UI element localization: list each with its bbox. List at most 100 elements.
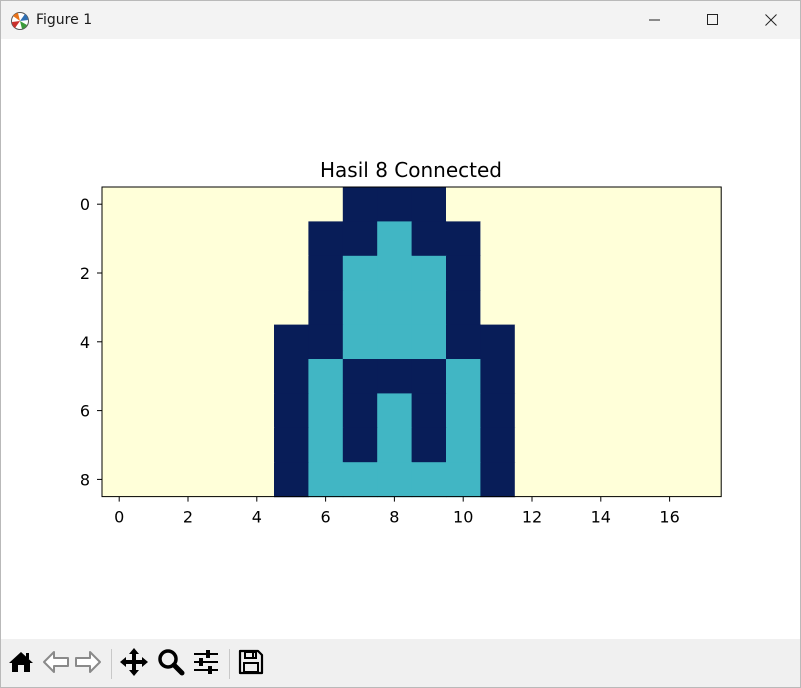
heatmap-cell	[342, 462, 378, 498]
heatmap-cell	[377, 187, 413, 222]
heatmap-cell	[446, 187, 481, 222]
title-bar[interactable]: Figure 1	[1, 1, 800, 39]
heatmap-cell	[342, 427, 378, 463]
close-icon	[765, 14, 777, 26]
heatmap-cell	[686, 359, 722, 394]
heatmap-cell	[514, 359, 550, 394]
navigation-toolbar	[1, 639, 800, 687]
heatmap-cell	[652, 427, 688, 463]
minimize-button[interactable]	[626, 1, 684, 39]
heatmap-cell	[480, 221, 516, 257]
heatmap-cell	[274, 393, 309, 429]
heatmap-cell	[136, 324, 172, 360]
heatmap-cell	[205, 290, 241, 326]
heatmap-cell	[170, 221, 206, 257]
heatmap-cell	[239, 255, 275, 291]
heatmap-cell	[102, 187, 137, 222]
heatmap-cell	[377, 324, 413, 360]
matplotlib-icon	[10, 11, 30, 31]
save-button[interactable]	[236, 649, 266, 679]
heatmap-cell	[239, 427, 275, 463]
heatmap-cell	[308, 324, 344, 360]
heatmap-cell	[583, 393, 619, 429]
heatmap-cell	[446, 221, 481, 257]
maximize-button[interactable]	[684, 1, 742, 39]
heatmap-cell	[411, 427, 447, 463]
heatmap-cell	[411, 462, 447, 498]
heatmap-cell	[377, 427, 413, 463]
heatmap-cell	[239, 187, 275, 222]
heatmap-cell	[686, 462, 722, 498]
zoom-button[interactable]	[156, 649, 186, 679]
heatmap-cell	[652, 221, 688, 257]
heatmap-cell	[618, 221, 653, 257]
heatmap-cell	[514, 393, 550, 429]
x-tick-label: 4	[252, 508, 262, 527]
heatmap-cell	[686, 255, 722, 291]
heatmap-cell	[583, 359, 619, 394]
heatmap-cell	[583, 255, 619, 291]
heatmap-cell	[239, 359, 275, 394]
move-icon	[119, 647, 149, 681]
back-button[interactable]	[41, 649, 71, 679]
heatmap-cells	[102, 187, 722, 498]
heatmap-cell	[170, 427, 206, 463]
figure-canvas[interactable]: Hasil 8 Connected 0 2 4 6 8 10 12 14 16 0 2 4 6 8	[1, 39, 800, 639]
heatmap-cell	[205, 393, 241, 429]
heatmap-cell	[549, 221, 585, 257]
heatmap-cell	[514, 221, 550, 257]
window-title: Figure 1	[36, 12, 93, 28]
heatmap-cell	[205, 255, 241, 291]
heatmap-cell	[342, 255, 378, 291]
heatmap-cell	[239, 221, 275, 257]
heatmap-cell	[274, 187, 309, 222]
heatmap-cell	[377, 393, 413, 429]
heatmap-cell	[102, 359, 137, 394]
heatmap-cell	[446, 359, 481, 394]
heatmap-cell	[342, 324, 378, 360]
y-tick-label: 6	[80, 402, 90, 421]
x-tick-label: 12	[522, 508, 542, 527]
heatmap-cell	[411, 290, 447, 326]
heatmap-cell	[652, 462, 688, 498]
y-tick-label: 2	[80, 264, 90, 283]
heatmap-cell	[686, 187, 722, 222]
heatmap-cell	[205, 427, 241, 463]
heatmap-cell	[549, 462, 585, 498]
heatmap-cell	[411, 255, 447, 291]
pan-button[interactable]	[119, 647, 149, 681]
heatmap-cell	[205, 462, 241, 498]
heatmap-cell	[549, 255, 585, 291]
heatmap-cell	[136, 359, 172, 394]
heatmap-cell	[446, 462, 481, 498]
y-tick-label: 0	[80, 195, 90, 214]
chart-title: Hasil 8 Connected	[320, 158, 502, 182]
heatmap-cell	[342, 359, 378, 394]
forward-button[interactable]	[73, 649, 103, 679]
heatmap-cell	[514, 187, 550, 222]
heatmap-cell	[549, 187, 585, 222]
home-button[interactable]	[6, 649, 36, 679]
heatmap-cell	[446, 324, 481, 360]
heatmap-cell	[618, 427, 653, 463]
configure-subplots-button[interactable]	[191, 649, 221, 679]
heatmap-cell	[446, 255, 481, 291]
heatmap-cell	[686, 221, 722, 257]
heatmap-cell	[308, 359, 344, 394]
minimize-icon	[649, 14, 661, 26]
back-arrow-icon	[42, 650, 70, 678]
heatmap-cell	[480, 255, 516, 291]
heatmap-cell	[205, 324, 241, 360]
heatmap-cell	[342, 393, 378, 429]
heatmap-cell	[446, 427, 481, 463]
heatmap-cell	[342, 187, 378, 222]
heatmap-cell	[102, 290, 137, 326]
heatmap-cell	[308, 427, 344, 463]
heatmap-cell	[686, 393, 722, 429]
close-button[interactable]	[742, 1, 800, 39]
heatmap-cell	[480, 393, 516, 429]
heatmap-cell	[308, 255, 344, 291]
heatmap-cell	[239, 290, 275, 326]
heatmap-cell	[377, 221, 413, 257]
heatmap-cell	[583, 221, 619, 257]
